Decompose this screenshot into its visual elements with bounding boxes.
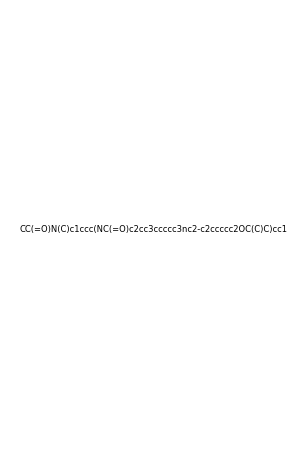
Text: CC(=O)N(C)c1ccc(NC(=O)c2cc3ccccc3nc2-c2ccccc2OC(C)C)cc1: CC(=O)N(C)c1ccc(NC(=O)c2cc3ccccc3nc2-c2c… [20,225,288,234]
